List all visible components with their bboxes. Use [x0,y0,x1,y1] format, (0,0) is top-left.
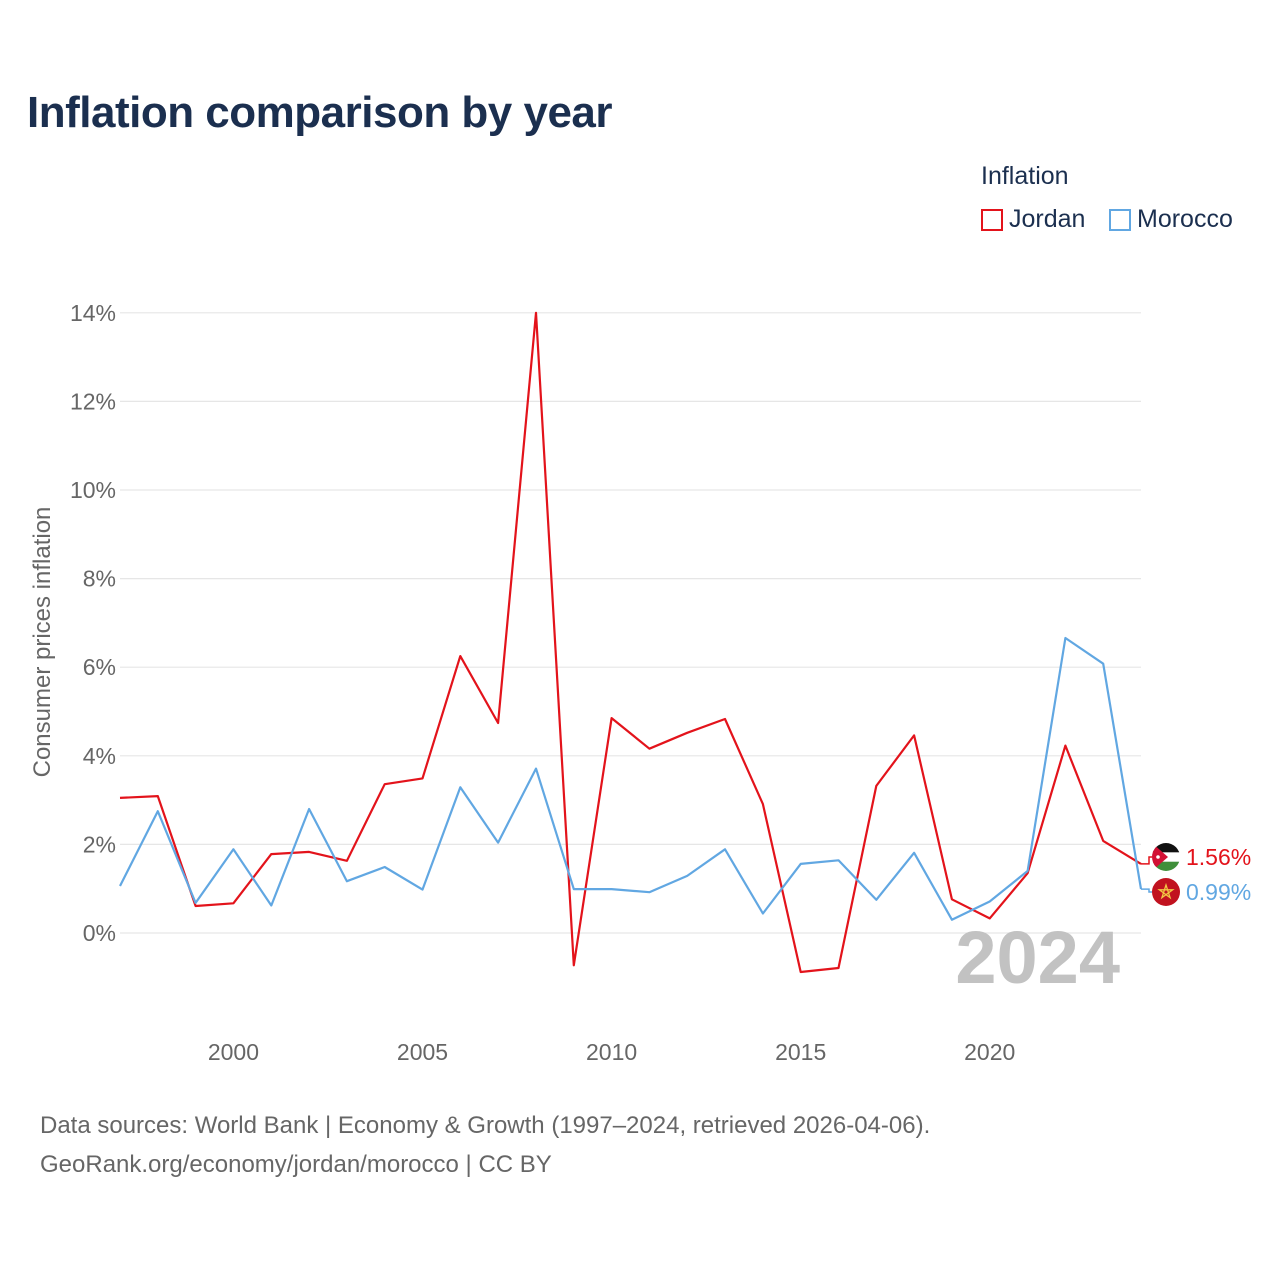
series-lines [119,311,1143,974]
x-tick-label: 2010 [586,1039,637,1065]
footer-sources: Data sources: World Bank | Economy & Gro… [40,1112,931,1139]
y-tick-label: 14% [70,300,116,326]
footer: Data sources: World Bank | Economy & Gro… [40,1106,930,1184]
y-axis-label: Consumer prices inflation [29,507,56,778]
series-line-morocco[interactable] [119,636,1143,921]
jordan-flag-icon [1152,843,1180,871]
end-markers: 1.56% 0.99% [1141,843,1251,906]
end-value-label-morocco: 0.99% [1186,879,1251,905]
y-tick-label: 12% [70,388,116,414]
legend-item-morocco[interactable]: Morocco [1109,205,1233,234]
y-tick-label: 8% [83,566,116,592]
y-tick-label: 2% [83,831,116,857]
x-tick-label: 2020 [964,1039,1015,1065]
legend-swatch-morocco [1109,208,1131,231]
end-connector [1141,888,1152,893]
x-axis-ticks: 2000 2005 2010 2015 2020 [208,1039,1015,1065]
y-tick-label: 0% [83,920,116,946]
footer-link[interactable]: GeoRank.org/economy/jordan/morocco | CC … [40,1151,552,1178]
legend-label-jordan: Jordan [1009,205,1086,233]
x-tick-label: 2005 [397,1039,448,1065]
series-line-jordan[interactable] [119,311,1142,974]
y-tick-label: 10% [70,477,116,503]
year-watermark: 2024 [955,916,1120,999]
legend-item-jordan[interactable]: Jordan [981,205,1085,234]
legend-label-morocco: Morocco [1137,205,1233,233]
morocco-flag-icon [1152,878,1180,906]
y-tick-label: 6% [83,654,116,680]
x-tick-label: 2000 [208,1039,259,1065]
legend-swatch-jordan [981,208,1003,231]
x-tick-label: 2015 [775,1039,826,1065]
y-axis-ticks: 0% 2% 4% 6% 8% 10% 12% 14% [70,300,116,946]
gridlines [120,312,1141,934]
end-value-label-jordan: 1.56% [1186,844,1251,870]
legend-title: Inflation [981,162,1069,190]
end-connector [1141,856,1152,865]
chart-title: Inflation comparison by year [27,88,613,137]
y-tick-label: 4% [83,743,116,769]
